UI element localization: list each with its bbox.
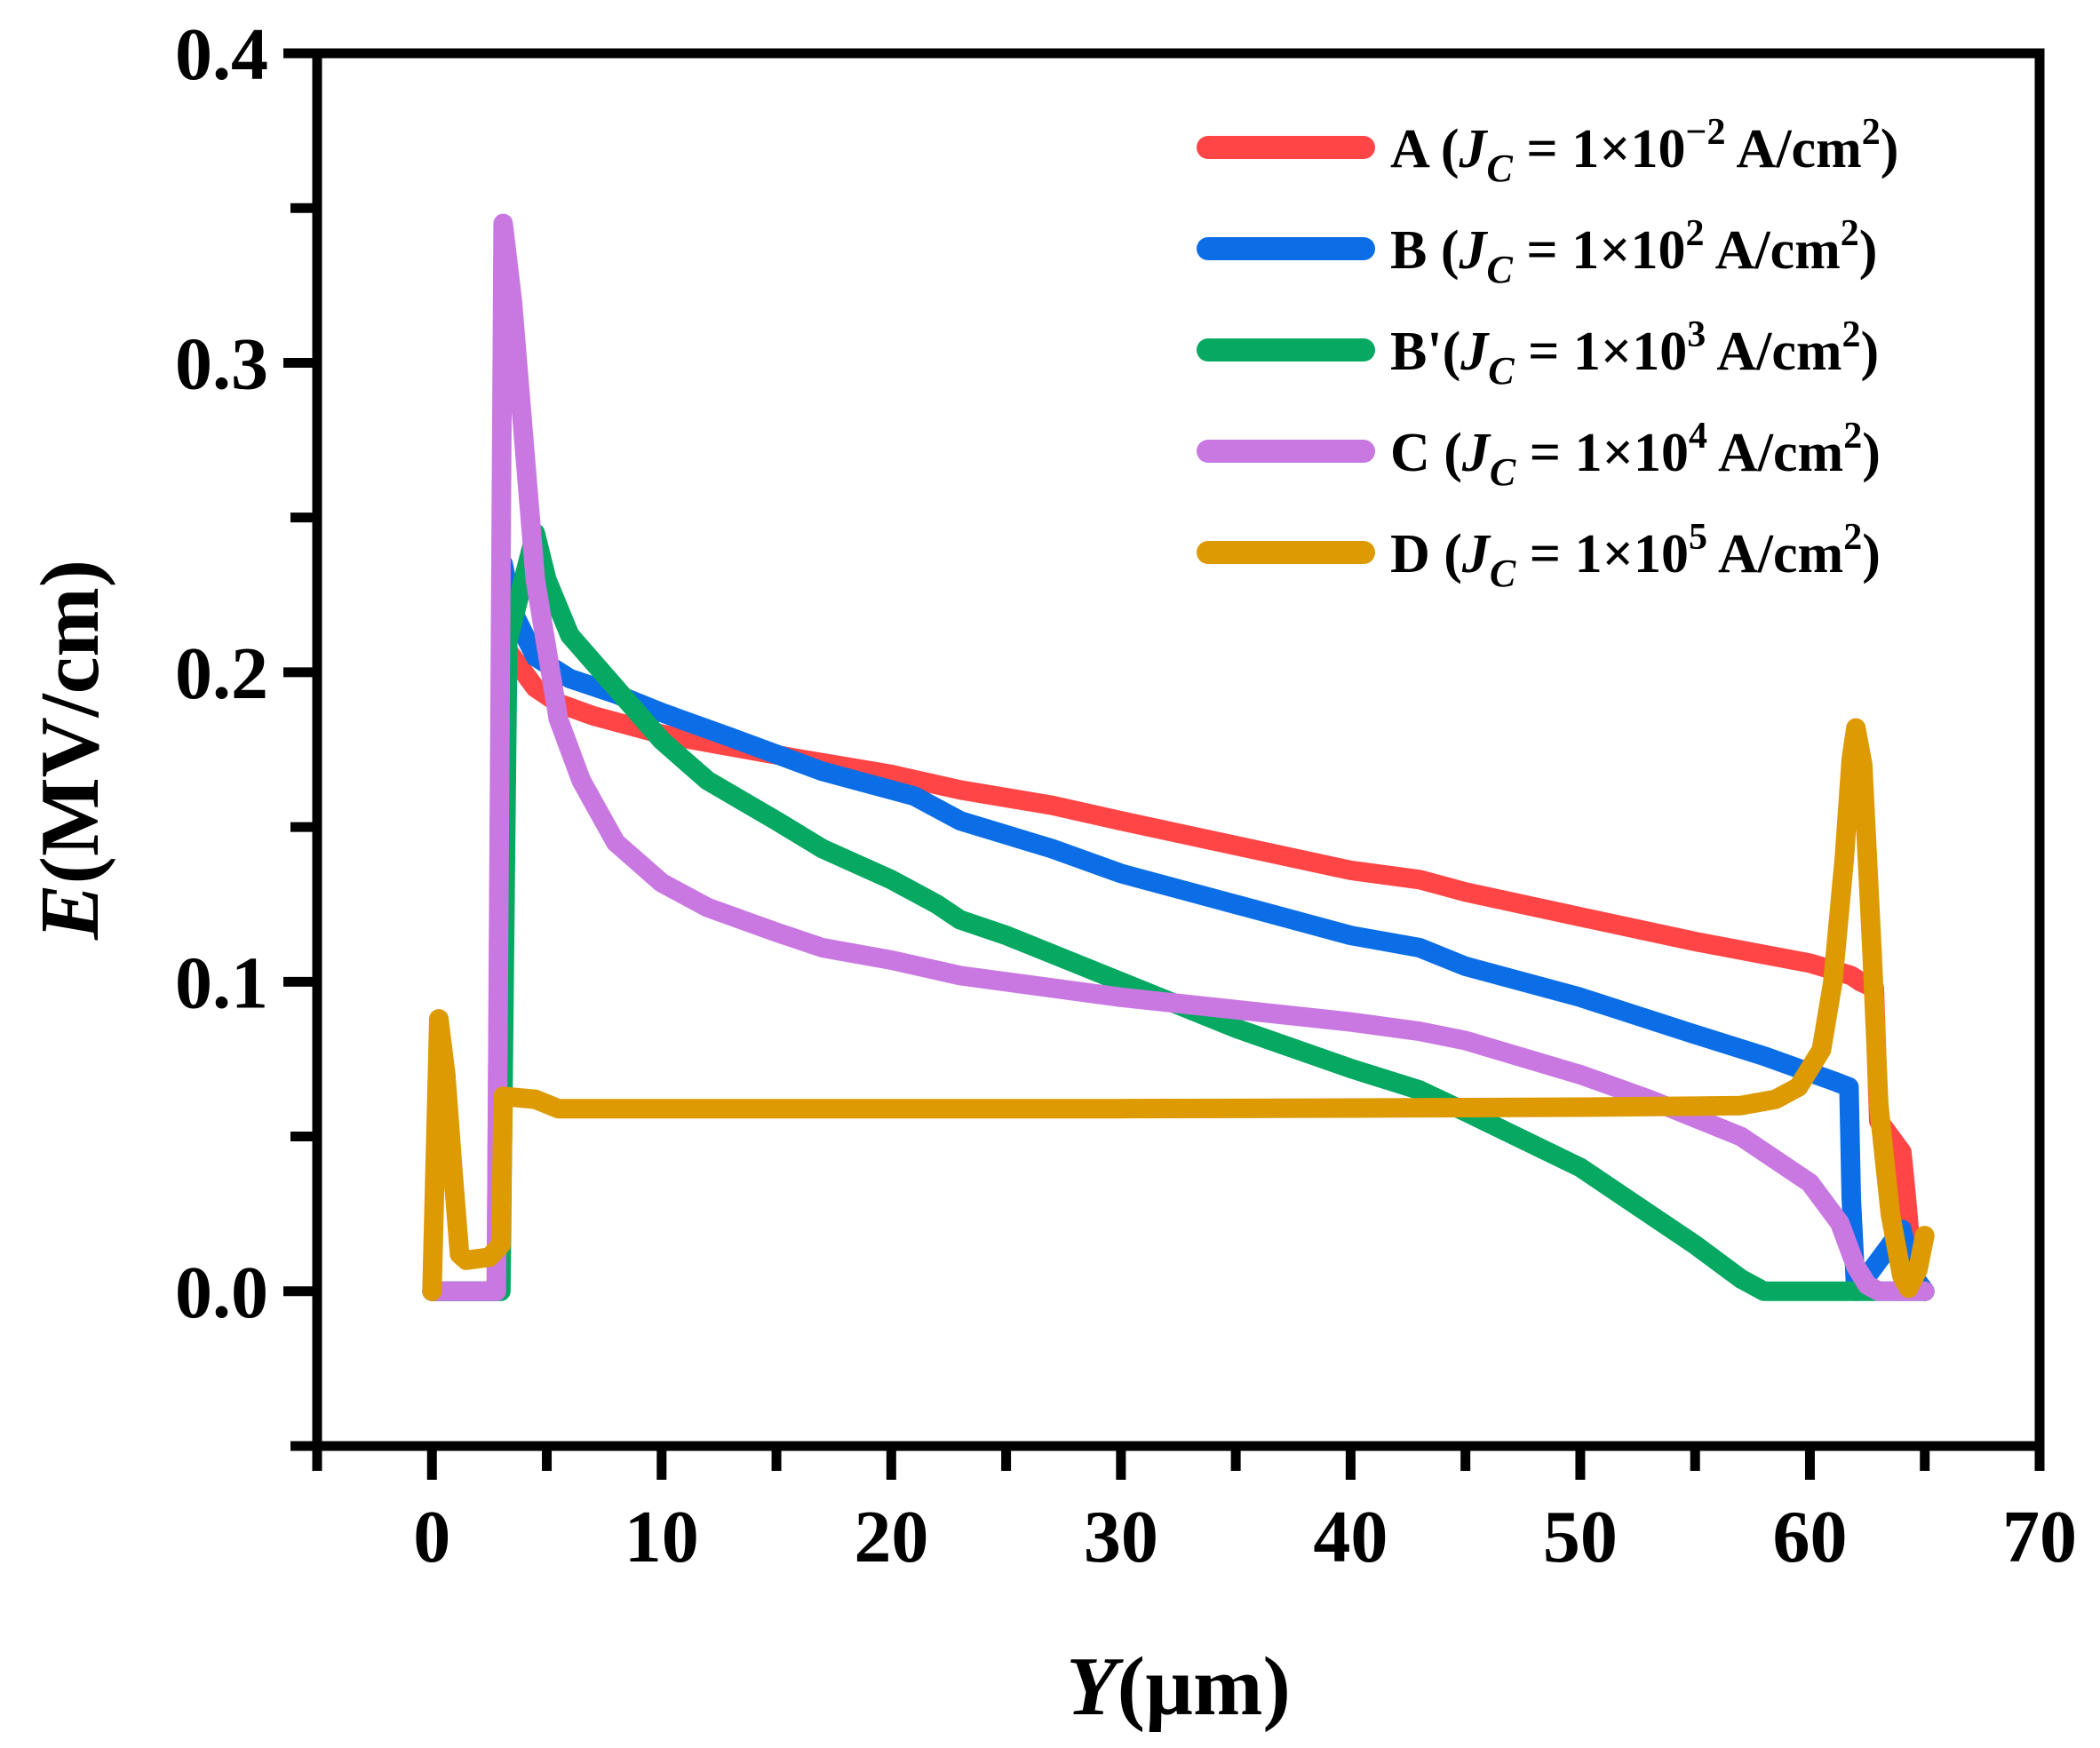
legend-label-part: −2	[1686, 112, 1726, 153]
legend-label-part: = 1×10	[1513, 220, 1686, 281]
legend-label-part: B'(	[1390, 322, 1460, 382]
legend-label: D (JC = 1×105 A/cm2)	[1390, 517, 1881, 595]
y-axis-title-unit: (MV/cm)	[24, 560, 116, 884]
x-tick-label: 0	[413, 1496, 450, 1578]
legend-label: B (JC = 1×102 A/cm2)	[1390, 213, 1877, 291]
legend-label-part: B (	[1390, 220, 1460, 281]
x-tick-label: 50	[1543, 1496, 1618, 1578]
legend-label-part: 5	[1689, 517, 1707, 558]
legend-item: D (JC = 1×105 A/cm2)	[1197, 517, 1881, 595]
series-line-d	[422, 718, 1935, 1301]
x-tick-label: 70	[2002, 1496, 2077, 1578]
legend-label-part: A/cm	[1705, 220, 1841, 281]
legend-label-part: 3	[1687, 314, 1706, 355]
x-axis-title-var: Y	[1066, 1641, 1124, 1733]
x-tick-label: 20	[854, 1496, 928, 1578]
legend-label-part: )	[1862, 524, 1881, 584]
y-tick-label: 0.4	[175, 13, 268, 96]
legend-label-part: A/cm	[1707, 524, 1843, 584]
legend-label-part: J	[1459, 220, 1489, 281]
y-axis-title: E(MV/cm)	[24, 560, 116, 941]
legend: A (JC = 1×10−2 A/cm2)B (JC = 1×102 A/cm2…	[1197, 112, 1898, 595]
legend-label-part: 2	[1686, 213, 1705, 254]
legend-label: C (JC = 1×104 A/cm2)	[1390, 416, 1881, 494]
legend-label-part: J	[1460, 322, 1490, 382]
legend-label: B'(JC = 1×103 A/cm2)	[1390, 314, 1879, 393]
legend-label-part: 2	[1841, 213, 1859, 254]
y-tick-label: 0.1	[175, 942, 268, 1024]
legend-label-part: )	[1862, 423, 1881, 483]
legend-item: C (JC = 1×104 A/cm2)	[1197, 416, 1881, 494]
legend-label-part: J	[1461, 423, 1491, 483]
plot-frame	[312, 48, 2045, 1451]
legend-label-part: D (	[1390, 524, 1462, 584]
legend-label-part: J	[1459, 119, 1489, 179]
legend-label-part: = 1×10	[1513, 119, 1686, 179]
axes-layer: 0 10 20 30 40 50 60 70 0.0 0.1 0.2 0.3 0.4	[175, 13, 2077, 1578]
x-tick-label: 60	[1772, 1496, 1847, 1578]
x-axis-title: Y(µm)	[1066, 1641, 1291, 1733]
legend-label-part: 4	[1689, 416, 1707, 457]
legend-label-part: C	[1490, 450, 1516, 494]
legend-label-part: = 1×10	[1515, 524, 1689, 584]
legend-label-part: C	[1487, 147, 1514, 190]
legend-label-part: 2	[1843, 416, 1862, 457]
legend-label-part: = 1×10	[1515, 423, 1689, 483]
series-line-c	[422, 213, 1935, 1301]
legend-label-part: )	[1859, 220, 1878, 281]
series-line-b-prime	[422, 523, 1935, 1301]
legend-item: B (JC = 1×102 A/cm2)	[1197, 213, 1877, 291]
y-axis-title-var: E	[24, 884, 116, 941]
legend-label-part: A/cm	[1707, 423, 1843, 483]
y-tick-label: 0.0	[175, 1251, 268, 1334]
legend-label: A (JC = 1×10−2 A/cm2)	[1390, 112, 1898, 190]
legend-label-part: = 1×10	[1515, 322, 1688, 382]
legend-item: A (JC = 1×10−2 A/cm2)	[1197, 112, 1898, 190]
legend-label-part: 2	[1843, 517, 1862, 558]
legend-label-part: C	[1487, 248, 1514, 291]
x-tick-label: 30	[1084, 1496, 1158, 1578]
legend-label-part: A/cm	[1725, 119, 1861, 179]
y-tick-label: 0.3	[175, 322, 268, 405]
legend-label-part: C	[1490, 552, 1516, 595]
legend-label-part: A (	[1390, 119, 1460, 179]
legend-item: B'(JC = 1×103 A/cm2)	[1197, 314, 1879, 393]
x-tick-label: 10	[624, 1496, 699, 1578]
legend-label-part: A/cm	[1706, 322, 1841, 382]
legend-label-part: 2	[1842, 314, 1861, 355]
legend-label-part: J	[1461, 524, 1491, 584]
legend-label-part: )	[1881, 119, 1899, 179]
x-tick-label: 40	[1313, 1496, 1388, 1578]
legend-label-part: C	[1488, 349, 1515, 393]
legend-label-part: 2	[1862, 112, 1881, 153]
x-axis-title-unit: (µm)	[1118, 1641, 1291, 1733]
series-layer	[422, 213, 1935, 1301]
legend-label-part: )	[1861, 322, 1880, 382]
legend-label-part: C (	[1390, 423, 1462, 483]
y-tick-label: 0.2	[175, 632, 268, 715]
